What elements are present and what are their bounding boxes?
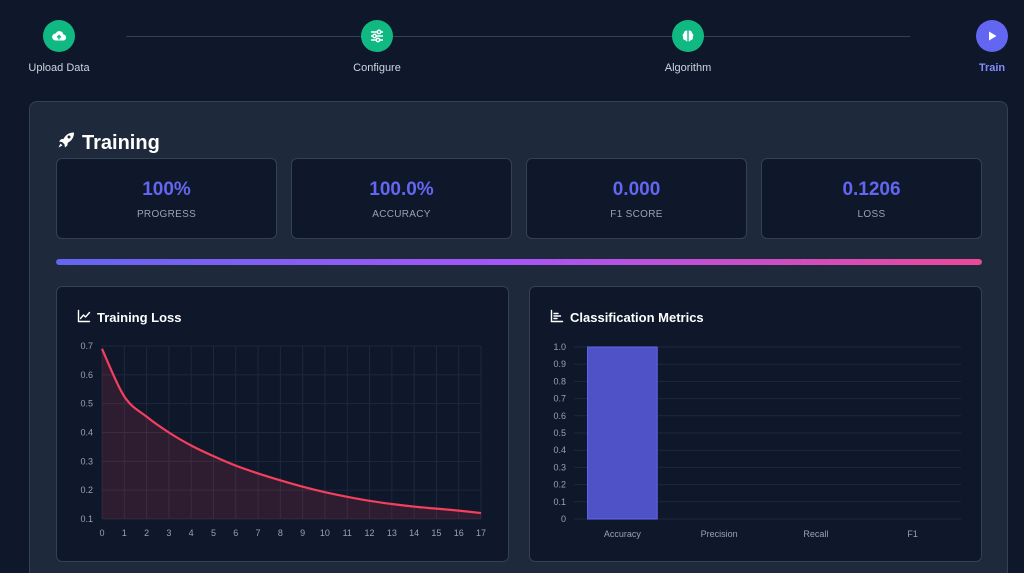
x-tick-label: 4	[189, 528, 194, 538]
loss-line	[101, 348, 482, 515]
stepper-line	[126, 36, 910, 37]
x-tick-label: 15	[431, 528, 441, 538]
step-train[interactable]: Train	[942, 20, 1024, 74]
step-label: Upload Data	[28, 62, 90, 74]
progress-bar-fill	[56, 259, 982, 265]
x-tick-label: 17	[476, 528, 486, 538]
card-title-text: Classification Metrics	[570, 310, 704, 325]
y-tick-label: 0.6	[553, 411, 566, 421]
step-label: Algorithm	[664, 62, 712, 74]
step-upload-data[interactable]: Upload Data	[9, 20, 109, 74]
stat-card-progress: 100% PROGRESS	[56, 158, 277, 239]
x-tick-label: Precision	[701, 529, 738, 539]
stat-card-accuracy: 100.0% ACCURACY	[291, 158, 512, 239]
step-label: Train	[978, 62, 1006, 74]
y-tick-label: 1.0	[553, 342, 566, 352]
line-chart-icon	[77, 309, 97, 326]
y-tick-label: 0.6	[80, 370, 93, 380]
rocket-icon	[56, 130, 82, 156]
stat-value: 0.1206	[842, 179, 901, 200]
training-panel: Training 100% PROGRESS 100.0% ACCURACY 0…	[29, 101, 1008, 573]
stat-label: ACCURACY	[372, 209, 431, 220]
x-tick-label: 10	[320, 528, 330, 538]
y-tick-label: 0.2	[553, 480, 566, 490]
y-tick-label: 0.7	[553, 394, 566, 404]
bar-chart-icon	[550, 309, 570, 326]
y-tick-label: 0.3	[553, 462, 566, 472]
training-loss-chart: 0.70.60.50.40.30.20.10 1 2 3 4 5 6 7 8 9 10 11 12 13 1…	[80, 341, 486, 538]
step-label: Configure	[353, 62, 401, 74]
x-tick-label: 13	[387, 528, 397, 538]
x-tick-label: 9	[300, 528, 305, 538]
step-configure[interactable]: Configure	[327, 20, 427, 74]
brain-icon	[672, 20, 704, 52]
loss-area-fill	[102, 348, 481, 519]
y-tick-label: 0.1	[80, 514, 93, 524]
y-tick-label: 0.8	[553, 376, 566, 386]
y-tick-label: 0.5	[553, 428, 566, 438]
x-tick-label: 2	[144, 528, 149, 538]
training-title: Training	[56, 130, 160, 156]
y-tick-label: 0.4	[80, 428, 93, 438]
x-tick-label: 11	[343, 528, 352, 538]
x-tick-label: 8	[278, 528, 283, 538]
training-stepper: Upload Data Configure Algorithm Train	[0, 0, 1024, 90]
classification-metrics-chart: 1.0 0.9 0.8 0.7 0.6 0.5 0.4 0.3 0.2 0.1 0 Accuracy P…	[553, 342, 961, 539]
stat-card-loss: 0.1206 LOSS	[761, 158, 982, 239]
sliders-icon	[361, 20, 393, 52]
x-tick-label: 14	[409, 528, 419, 538]
stat-label: F1 SCORE	[610, 209, 663, 220]
x-tick-label: 3	[166, 528, 171, 538]
panel-title-text: Training	[82, 131, 160, 154]
y-tick-label: 0.3	[80, 456, 93, 466]
y-tick-label: 0.7	[80, 341, 93, 351]
x-tick-label: 7	[256, 528, 261, 538]
bar-accuracy	[587, 346, 658, 520]
stat-value: 0.000	[612, 179, 661, 200]
stat-label: PROGRESS	[136, 209, 197, 220]
x-tick-label: Accuracy	[604, 529, 642, 539]
stat-value: 100.0%	[369, 179, 434, 200]
cloud-upload-icon	[43, 20, 75, 52]
x-tick-label: F1	[907, 529, 918, 539]
x-tick-label: Recall	[803, 529, 828, 539]
x-tick-label: 16	[454, 528, 464, 538]
training-progress-bar	[56, 259, 982, 265]
y-tick-label: 0	[561, 514, 566, 524]
stat-value: 100%	[142, 179, 191, 200]
x-tick-label: 0	[99, 528, 104, 538]
stat-card-f1-score: 0.000 F1 SCORE	[526, 158, 747, 239]
x-tick-label: 6	[233, 528, 238, 538]
y-tick-label: 0.5	[80, 399, 93, 409]
training-loss-card: Training Loss 0.7 0.6 0.5 0.4 0.3 0.2 0.1 0 1 2 3 4…	[56, 286, 509, 562]
card-title-text: Training Loss	[97, 310, 182, 325]
y-tick-label: 0.4	[553, 445, 566, 455]
y-tick-label: 0.1	[553, 497, 566, 507]
x-tick-label: 5	[211, 528, 216, 538]
x-tick-label: 12	[365, 528, 375, 538]
x-tick-label: 1	[122, 528, 127, 538]
play-icon	[976, 20, 1008, 52]
y-tick-label: 0.2	[80, 485, 93, 495]
training-loss-title: Training Loss	[77, 309, 182, 326]
classification-metrics-card: Classification Metrics 1.0 0.9 0.8 0.7 0.6 0.…	[529, 286, 982, 562]
y-tick-label: 0.9	[553, 359, 566, 369]
step-algorithm[interactable]: Algorithm	[638, 20, 738, 74]
stat-label: LOSS	[857, 209, 886, 220]
classification-metrics-title: Classification Metrics	[550, 309, 704, 326]
